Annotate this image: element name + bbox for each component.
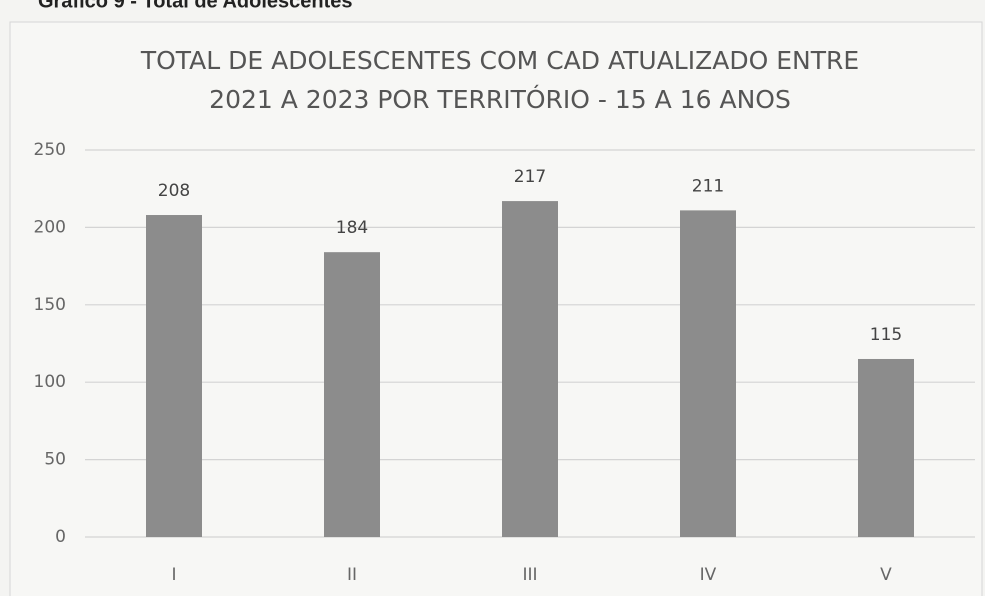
chart-title: TOTAL DE ADOLESCENTES COM CAD ATUALIZADO… (140, 46, 859, 75)
y-tick-label: 50 (44, 450, 66, 470)
data-label: 208 (158, 181, 190, 201)
chart-title: 2021 A 2023 POR TERRITÓRIO - 15 A 16 ANO… (209, 84, 791, 114)
x-tick-label: I (171, 565, 176, 585)
y-tick-label: 250 (34, 140, 66, 160)
bar (502, 201, 558, 538)
data-label: 184 (336, 218, 368, 238)
bar (324, 252, 380, 537)
x-tick-label: II (347, 565, 357, 585)
bar (680, 210, 736, 537)
caption: Gráfico 9 - Total de Adolescentes (38, 0, 353, 12)
bar (858, 358, 914, 537)
x-tick-label: IV (700, 565, 717, 585)
y-tick-label: 0 (55, 527, 66, 547)
y-tick-label: 200 (34, 217, 66, 237)
x-tick-label: III (522, 565, 537, 585)
x-tick-label: V (880, 565, 892, 585)
data-label: 211 (692, 176, 724, 196)
data-label: 115 (870, 325, 902, 345)
bar (146, 215, 202, 538)
data-label: 217 (514, 167, 546, 187)
y-tick-label: 150 (34, 295, 66, 315)
y-tick-label: 100 (34, 372, 66, 392)
